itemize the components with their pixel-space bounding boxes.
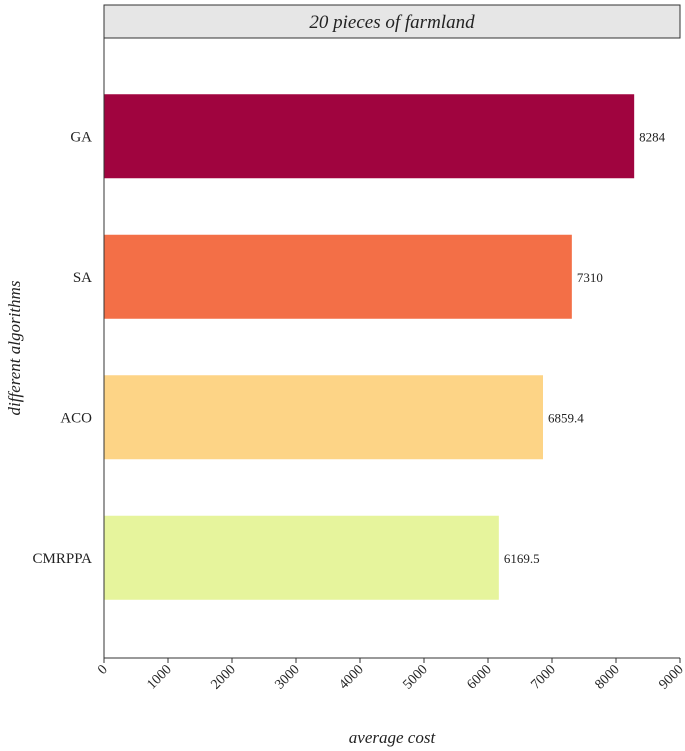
bar-sa	[104, 234, 572, 319]
category-label-aco: ACO	[60, 410, 92, 426]
bar-group	[104, 94, 635, 600]
x-tick-label: 0	[95, 662, 111, 678]
x-tick-label: 8000	[592, 662, 622, 692]
x-tick-label: 3000	[272, 662, 302, 692]
x-tick-group: 0 1000 2000 3000 4000 5000 6000 7000 8000 9000	[95, 658, 685, 693]
x-tick-label: 5000	[400, 662, 430, 692]
title-box	[103, 4, 681, 39]
value-label-cmrppa: 6169.5	[504, 551, 540, 566]
x-tick-label: 1000	[144, 662, 174, 692]
bar-ga	[104, 94, 635, 179]
x-tick-label: 7000	[528, 662, 558, 692]
bar-aco	[104, 375, 544, 460]
bar-cmrppa	[104, 515, 499, 600]
value-label-sa: 7310	[577, 270, 603, 285]
x-tick-label: 2000	[208, 662, 238, 692]
value-label-ga: 8284	[639, 129, 666, 144]
y-axis-label: different algorithms	[5, 280, 24, 415]
category-label-group: GA SA ACO CMRPPA	[33, 129, 93, 567]
category-label-ga: GA	[70, 129, 92, 145]
x-tick-label: 6000	[464, 662, 494, 692]
category-label-sa: SA	[73, 270, 92, 286]
chart-title: 20 pieces of farmland	[309, 12, 475, 33]
x-tick-label: 9000	[656, 662, 685, 692]
value-label-aco: 6859.4	[548, 410, 584, 425]
value-label-group: 8284 7310 6859.4 6169.5	[504, 129, 666, 566]
x-tick-label: 4000	[336, 662, 366, 692]
category-label-cmrppa: CMRPPA	[33, 551, 93, 567]
x-axis-label: average cost	[349, 728, 437, 747]
